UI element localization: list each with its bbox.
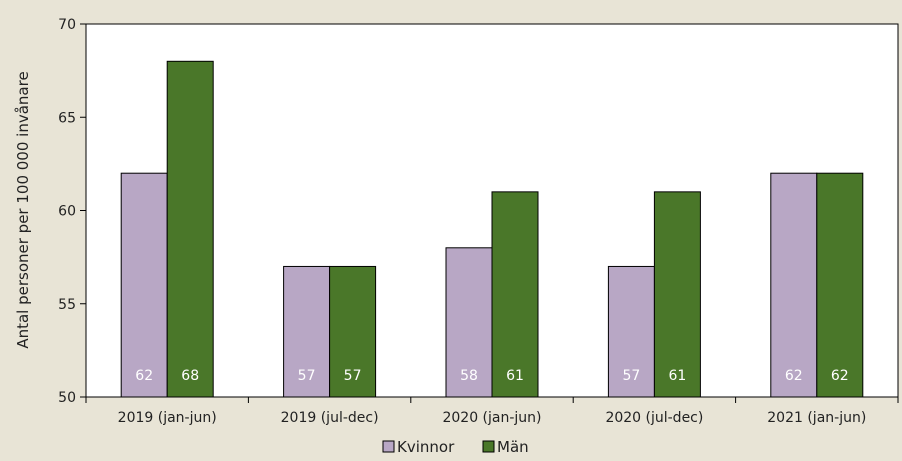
x-tick-label: 2019 (jan-jun) [118, 410, 217, 426]
bars: 62 68 57 57 58 61 57 61 62 62 [120, 60, 864, 398]
bar-value-label: 62 [135, 368, 153, 384]
bar-value-label: 57 [298, 368, 316, 384]
x-axis: 2019 (jan-jun) 2019 (jul-dec) 2020 (jan-ju… [85, 397, 899, 426]
bar-kvinnor [770, 172, 818, 398]
x-tick-label: 2020 (jul-dec) [605, 410, 703, 426]
x-tick-label: 2020 (jan-jun) [442, 410, 541, 426]
bar-man [653, 191, 701, 398]
bar-value-label: 62 [785, 368, 803, 384]
y-tick-label: 60 [58, 204, 76, 220]
bar-value-label: 57 [344, 368, 362, 384]
bar-value-label: 57 [622, 368, 640, 384]
bar-man [491, 191, 539, 398]
y-tick-label: 55 [58, 297, 76, 313]
y-axis-title: Antal personer per 100 000 invånare [14, 71, 32, 348]
bar-kvinnor [607, 265, 655, 398]
x-tick-label: 2021 (jan-jun) [767, 410, 866, 426]
legend: Kvinnor Män [382, 438, 529, 456]
bar-value-label: 68 [181, 368, 199, 384]
bar-value-label: 61 [668, 368, 686, 384]
y-tick-label: 65 [58, 110, 76, 126]
x-tick-label: 2019 (jul-dec) [281, 410, 379, 426]
bar-value-label: 62 [831, 368, 849, 384]
bar-kvinnor [120, 172, 168, 398]
bar-man [329, 265, 377, 398]
legend-label: Män [497, 438, 529, 456]
legend-swatch [382, 440, 395, 453]
y-tick-label: 50 [58, 390, 76, 406]
y-tick-label: 70 [58, 17, 76, 33]
bar-man [166, 60, 214, 398]
bar-value-label: 58 [460, 368, 478, 384]
legend-label: Kvinnor [397, 438, 455, 456]
legend-swatch [482, 440, 495, 453]
bar-man [816, 172, 864, 398]
y-axis: 50 55 60 65 70 [58, 17, 86, 406]
bar-kvinnor [283, 265, 331, 398]
bar-kvinnor [445, 247, 493, 398]
bar-value-label: 61 [506, 368, 524, 384]
